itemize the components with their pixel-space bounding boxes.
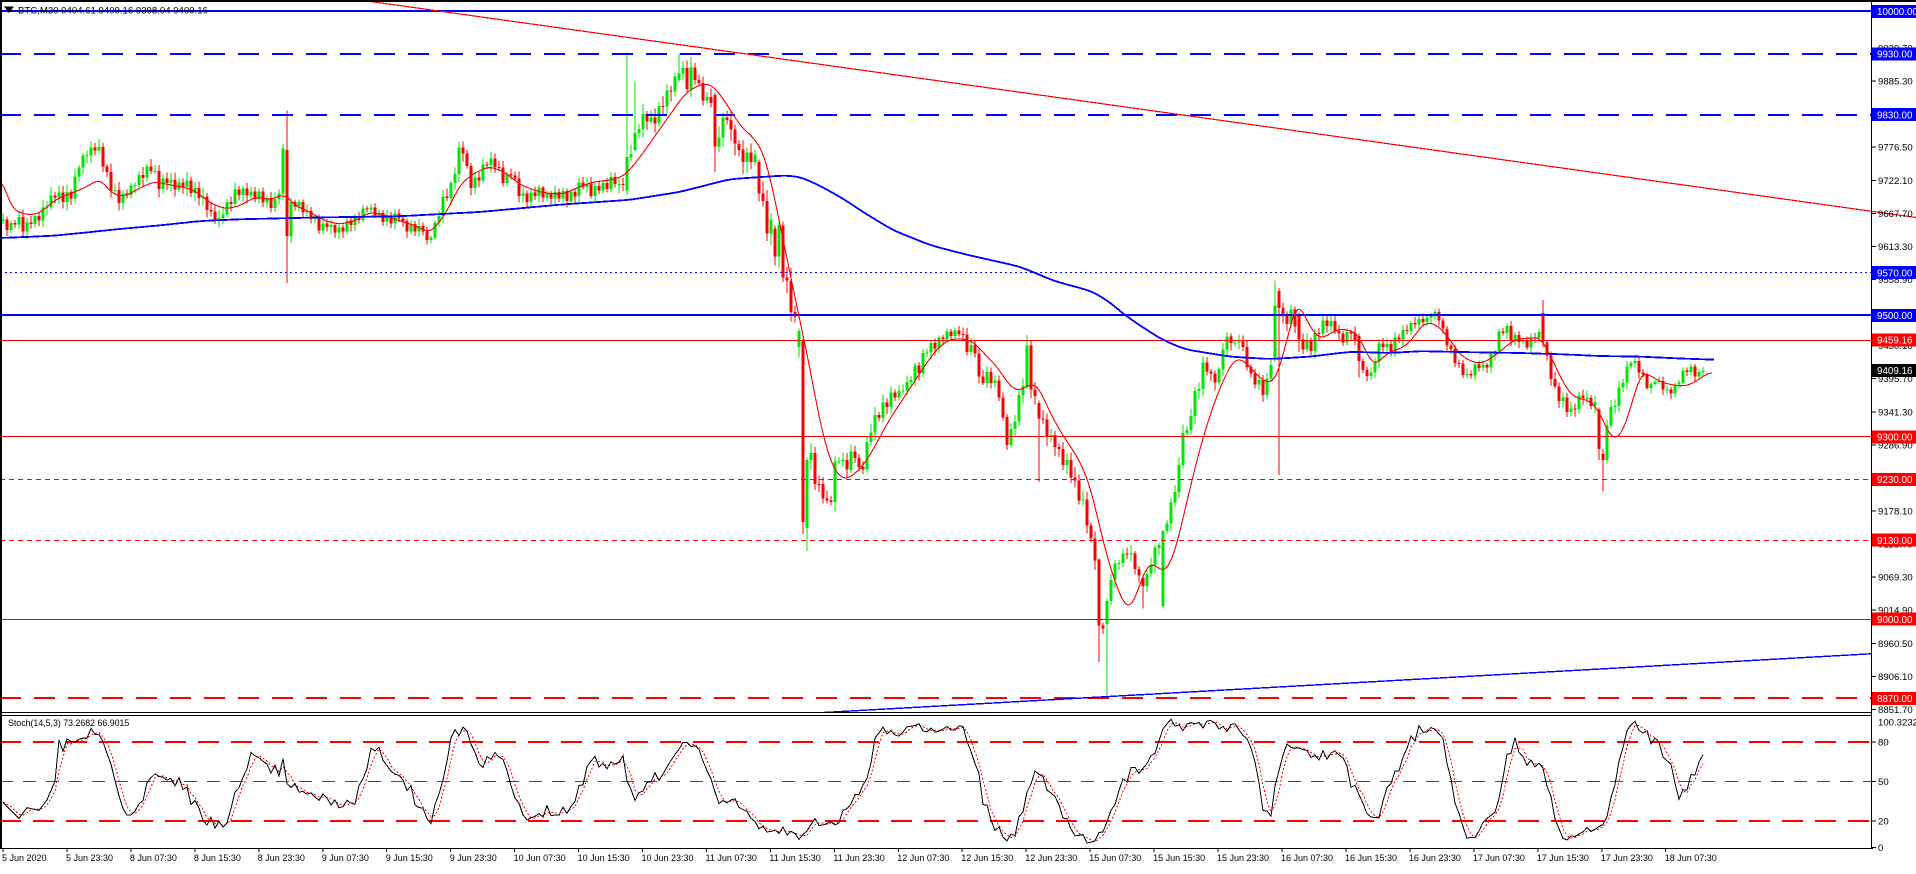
svg-text:8960.50: 8960.50 [1878,639,1913,650]
svg-text:17 Jun 23:30: 17 Jun 23:30 [1601,853,1653,863]
svg-text:11 Jun 23:30: 11 Jun 23:30 [833,853,884,863]
svg-text:5 Jun 23:30: 5 Jun 23:30 [66,853,113,863]
svg-text:80: 80 [1878,737,1889,748]
svg-text:5 Jun 2020: 5 Jun 2020 [2,853,47,863]
svg-text:9776.50: 9776.50 [1878,143,1913,154]
svg-text:9570.00: 9570.00 [1877,268,1913,279]
svg-text:100.3232: 100.3232 [1878,718,1916,729]
svg-text:9558.90: 9558.90 [1878,275,1913,286]
svg-text:9 Jun 23:30: 9 Jun 23:30 [450,853,497,863]
svg-text:10000.00: 10000.00 [1877,7,1916,18]
svg-text:8 Jun 07:30: 8 Jun 07:30 [130,853,177,863]
svg-text:Stoch(14,5,3) 73.2682 66.9015: Stoch(14,5,3) 73.2682 66.9015 [8,718,129,728]
svg-text:9000.00: 9000.00 [1877,615,1913,626]
svg-text:9395.70: 9395.70 [1878,374,1913,385]
svg-text:10 Jun 15:30: 10 Jun 15:30 [578,853,630,863]
svg-text:17 Jun 15:30: 17 Jun 15:30 [1537,853,1589,863]
svg-text:9300.00: 9300.00 [1877,433,1913,444]
svg-text:9 Jun 07:30: 9 Jun 07:30 [322,853,369,863]
svg-text:8870.00: 8870.00 [1877,694,1913,705]
svg-text:11 Jun 07:30: 11 Jun 07:30 [706,853,757,863]
svg-text:9286.90: 9286.90 [1878,440,1913,451]
svg-text:9409.16: 9409.16 [1877,366,1913,377]
svg-text:20: 20 [1878,816,1889,827]
svg-text:9014.90: 9014.90 [1878,606,1913,617]
svg-text:16 Jun 15:30: 16 Jun 15:30 [1345,853,1397,863]
svg-text:9459.16: 9459.16 [1877,336,1913,347]
svg-text:16 Jun 07:30: 16 Jun 07:30 [1281,853,1333,863]
svg-text:9830.00: 9830.00 [1877,110,1913,121]
svg-text:9930.00: 9930.00 [1877,50,1913,61]
svg-text:11 Jun 15:30: 11 Jun 15:30 [769,853,820,863]
svg-text:12 Jun 07:30: 12 Jun 07:30 [897,853,949,863]
svg-text:8851.70: 8851.70 [1878,705,1913,716]
svg-text:9667.70: 9667.70 [1878,209,1913,220]
svg-text:15 Jun 07:30: 15 Jun 07:30 [1089,853,1141,863]
svg-text:10 Jun 23:30: 10 Jun 23:30 [642,853,694,863]
svg-text:15 Jun 15:30: 15 Jun 15:30 [1153,853,1205,863]
svg-text:9613.30: 9613.30 [1878,242,1913,253]
svg-text:9178.10: 9178.10 [1878,507,1913,518]
svg-text:12 Jun 23:30: 12 Jun 23:30 [1025,853,1077,863]
svg-text:8906.10: 8906.10 [1878,672,1913,683]
svg-text:9230.00: 9230.00 [1877,475,1913,486]
svg-text:9885.30: 9885.30 [1878,77,1913,88]
svg-text:12 Jun 15:30: 12 Jun 15:30 [961,853,1013,863]
svg-text:0: 0 [1878,843,1883,854]
svg-text:50: 50 [1878,777,1889,788]
svg-text:BTC,M30 9404.61 9409.16 9398.: BTC,M30 9404.61 9409.16 9398.04 9409.16 [18,6,208,17]
svg-text:16 Jun 23:30: 16 Jun 23:30 [1409,853,1461,863]
svg-text:9130.00: 9130.00 [1877,536,1913,547]
svg-text:9069.30: 9069.30 [1878,573,1913,584]
svg-text:8 Jun 15:30: 8 Jun 15:30 [194,853,241,863]
svg-text:9 Jun 15:30: 9 Jun 15:30 [386,853,433,863]
svg-text:18 Jun 07:30: 18 Jun 07:30 [1665,853,1717,863]
svg-text:17 Jun 07:30: 17 Jun 07:30 [1473,853,1525,863]
svg-text:15 Jun 23:30: 15 Jun 23:30 [1217,853,1269,863]
svg-text:9341.30: 9341.30 [1878,407,1913,418]
svg-text:9722.10: 9722.10 [1878,176,1913,187]
svg-text:8 Jun 23:30: 8 Jun 23:30 [258,853,305,863]
svg-text:9500.00: 9500.00 [1877,311,1913,322]
svg-text:10 Jun 07:30: 10 Jun 07:30 [514,853,566,863]
